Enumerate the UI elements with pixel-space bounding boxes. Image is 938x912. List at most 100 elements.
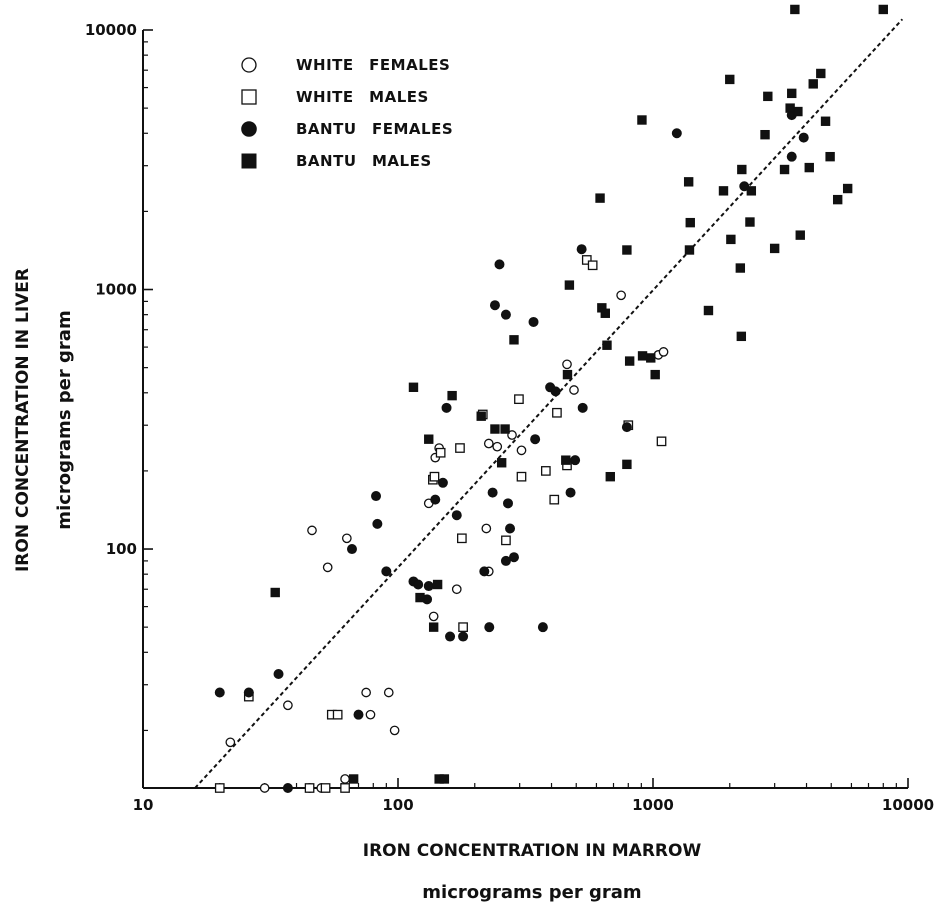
point-white-females xyxy=(341,533,352,544)
point-white-males xyxy=(514,394,524,405)
point-white-males xyxy=(455,443,465,453)
point-bantu-females xyxy=(550,386,561,397)
point-bantu-males xyxy=(428,622,439,632)
point-bantu-females xyxy=(243,687,254,698)
point-bantu-males xyxy=(622,245,632,255)
point-bantu-males xyxy=(624,356,635,366)
point-white-females xyxy=(516,445,527,456)
point-white-females xyxy=(361,687,371,698)
point-white-females xyxy=(365,709,376,720)
point-white-males xyxy=(581,255,592,265)
point-white-males xyxy=(587,260,598,271)
legend-marker xyxy=(241,89,257,105)
point-bantu-females xyxy=(576,244,587,255)
point-white-males xyxy=(516,471,527,482)
point-bantu-females xyxy=(798,132,809,143)
point-bantu-females xyxy=(489,300,500,311)
point-white-females xyxy=(569,385,579,395)
point-bantu-males xyxy=(646,353,656,363)
point-bantu-males xyxy=(725,74,735,85)
point-bantu-females xyxy=(479,566,490,577)
point-bantu-males xyxy=(785,103,795,113)
point-bantu-females xyxy=(570,455,581,466)
point-bantu-females xyxy=(430,494,441,505)
legend-marker xyxy=(241,121,257,137)
point-bantu-males xyxy=(832,194,843,205)
point-white-males xyxy=(458,622,468,633)
point-bantu-females xyxy=(381,566,392,577)
point-bantu-males xyxy=(825,151,835,162)
point-white-males xyxy=(552,407,562,418)
point-bantu-females xyxy=(621,422,632,433)
point-white-males xyxy=(320,783,331,793)
legend-label: BANTU MALES xyxy=(296,152,432,170)
point-bantu-females xyxy=(537,622,548,633)
point-bantu-males xyxy=(600,308,610,318)
point-white-females xyxy=(507,430,517,440)
point-bantu-males xyxy=(605,471,615,482)
point-bantu-males xyxy=(808,79,818,89)
point-white-females xyxy=(340,774,350,784)
point-bantu-females xyxy=(353,709,364,720)
point-white-males xyxy=(429,471,440,482)
point-bantu-males xyxy=(746,186,757,196)
point-bantu-females xyxy=(282,783,293,793)
point-bantu-males xyxy=(564,280,575,290)
point-bantu-females xyxy=(441,402,452,413)
point-white-males xyxy=(332,709,343,720)
x-axis-label: IRON CONCENTRATION IN MARROW xyxy=(363,841,702,861)
point-bantu-males xyxy=(500,424,510,434)
point-bantu-males xyxy=(790,4,800,15)
y-axis-sublabel: micrograms per gram xyxy=(54,310,75,529)
point-white-females xyxy=(322,562,333,573)
point-bantu-males xyxy=(718,186,729,196)
point-bantu-males xyxy=(735,263,746,273)
point-bantu-females xyxy=(445,631,456,642)
point-bantu-males xyxy=(760,129,770,140)
point-bantu-females xyxy=(371,491,382,502)
y-tick-label: 10000 xyxy=(85,21,137,39)
point-bantu-females xyxy=(494,259,505,270)
point-bantu-females xyxy=(565,487,576,498)
point-bantu-females xyxy=(487,487,498,498)
point-bantu-females xyxy=(528,316,539,327)
point-white-females xyxy=(451,584,462,595)
point-bantu-males xyxy=(684,245,695,255)
point-bantu-males xyxy=(561,455,571,465)
point-white-females xyxy=(562,359,572,370)
point-bantu-males xyxy=(650,369,660,380)
trend-line xyxy=(194,18,904,789)
point-white-females xyxy=(225,737,236,748)
x-axis-sublabel: micrograms per gram xyxy=(422,882,641,903)
point-bantu-males xyxy=(476,411,486,421)
point-bantu-males xyxy=(820,116,831,126)
point-bantu-males xyxy=(622,459,632,470)
legend: WHITE FEMALES WHITE MALES BANTU FEMALES BAN… xyxy=(241,56,453,170)
point-bantu-males xyxy=(769,243,780,254)
point-bantu-males xyxy=(432,579,443,590)
point-bantu-males xyxy=(270,587,280,598)
point-bantu-males xyxy=(415,592,425,603)
point-white-males xyxy=(340,783,350,793)
point-bantu-males xyxy=(424,434,434,444)
legend-label: WHITE FEMALES xyxy=(296,56,450,74)
point-white-females xyxy=(389,725,400,736)
axes xyxy=(142,30,908,789)
point-bantu-males xyxy=(703,305,714,316)
point-bantu-males xyxy=(816,68,826,79)
point-bantu-males xyxy=(637,351,648,361)
point-bantu-males xyxy=(348,774,359,784)
point-bantu-males xyxy=(878,4,888,15)
point-white-females xyxy=(658,347,669,357)
point-white-females xyxy=(483,438,494,449)
point-bantu-males xyxy=(439,774,450,784)
point-bantu-males xyxy=(408,382,419,392)
point-bantu-males xyxy=(793,106,803,117)
point-bantu-females xyxy=(451,510,462,521)
point-white-males xyxy=(540,466,551,476)
y-axis-label: IRON CONCENTRATION IN LIVER xyxy=(13,268,33,572)
point-bantu-males xyxy=(736,331,747,342)
legend-label: BANTU FEMALES xyxy=(296,120,453,138)
point-bantu-males xyxy=(842,183,853,194)
